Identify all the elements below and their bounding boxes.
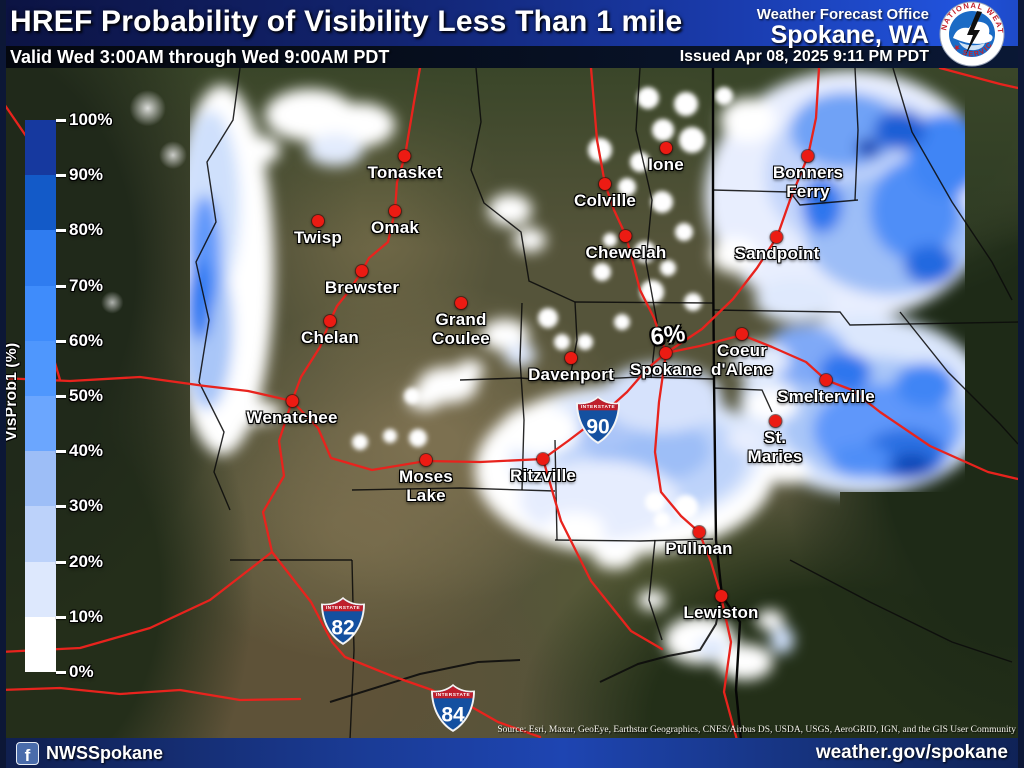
facebook-icon: f bbox=[16, 741, 39, 765]
frame-border-right bbox=[1018, 0, 1024, 768]
legend-tick: 50% bbox=[56, 386, 103, 406]
office-name-line2: Spokane, WA bbox=[770, 21, 929, 49]
valid-period-text: Valid Wed 3:00AM through Wed 9:00AM PDT bbox=[10, 47, 390, 67]
legend-segment bbox=[25, 120, 56, 176]
legend-tick: 60% bbox=[56, 331, 103, 351]
legend-tick: 100% bbox=[56, 110, 112, 130]
legend-tick: 20% bbox=[56, 552, 103, 572]
satellite-basemap bbox=[6, 68, 1018, 738]
legend-segment bbox=[25, 230, 56, 286]
legend-tick: 90% bbox=[56, 165, 103, 185]
office-name-line1: Weather Forecast Office bbox=[756, 6, 929, 23]
legend-colorbar bbox=[25, 120, 56, 673]
social-handle: NWSSpokane bbox=[46, 742, 164, 763]
legend-segment bbox=[25, 285, 56, 341]
social-handle-group: f NWSSpokane bbox=[16, 741, 164, 765]
title-band bbox=[0, 0, 1024, 46]
legend-tick: 10% bbox=[56, 607, 103, 627]
legend-segment bbox=[25, 506, 56, 562]
legend-tick: 80% bbox=[56, 220, 103, 240]
valid-band bbox=[0, 46, 1024, 68]
legend-segment bbox=[25, 175, 56, 231]
website-url: weather.gov/spokane bbox=[815, 742, 1008, 763]
legend-segment bbox=[25, 340, 56, 397]
footer-bar: f NWSSpokane weather.gov/spokane bbox=[0, 738, 1024, 768]
legend-tick: 40% bbox=[56, 441, 103, 461]
legend-segment bbox=[25, 561, 56, 617]
legend-axis-label: VisProb1 (%) bbox=[3, 342, 20, 442]
legend-tick: 0% bbox=[56, 662, 94, 682]
nws-logo: NATIONAL WEATHER ★ SERVICE ★ bbox=[939, 1, 1005, 67]
legend-segment bbox=[25, 616, 56, 673]
imagery-source-attribution: Source: Esri, Maxar, GeoEye, Earthstar G… bbox=[497, 725, 1016, 735]
legend-segment bbox=[25, 396, 56, 452]
legend-segment bbox=[25, 451, 56, 507]
legend-tick: 30% bbox=[56, 496, 103, 516]
issued-timestamp: Issued Apr 08, 2025 9:11 PM PDT bbox=[679, 48, 929, 65]
page-title: HREF Probability of Visibility Less Than… bbox=[10, 5, 683, 38]
legend-tick: 70% bbox=[56, 276, 103, 296]
header-banner: HREF Probability of Visibility Less Than… bbox=[0, 0, 1024, 68]
